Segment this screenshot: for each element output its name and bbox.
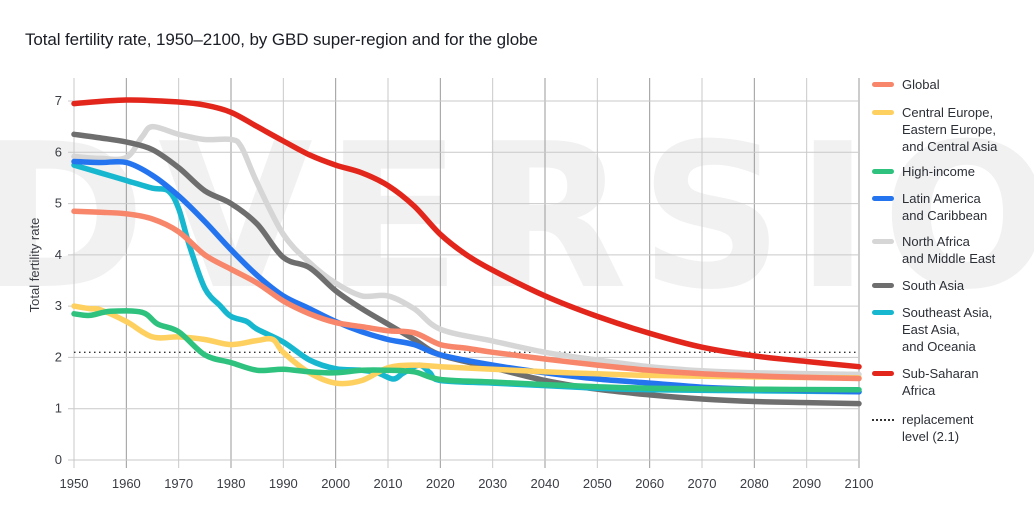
y-tick-label: 0 [55, 452, 62, 467]
legend-swatch [872, 169, 894, 174]
x-tick-label: 2090 [792, 476, 821, 491]
x-tick-label: 2050 [583, 476, 612, 491]
dotted-line-icon [872, 419, 894, 421]
legend-label: Southeast Asia, East Asia, and Oceania [902, 305, 993, 354]
x-tick-label: 2040 [531, 476, 560, 491]
y-tick-label: 6 [55, 144, 62, 159]
x-tick-label: 1960 [112, 476, 141, 491]
grid [68, 78, 860, 468]
x-tick-label: 1990 [269, 476, 298, 491]
y-tick-label: 5 [55, 196, 62, 211]
series-line-global [71, 208, 862, 382]
legend-label: Latin America and Caribbean [902, 191, 988, 223]
y-axis-title: Total fertility rate [27, 218, 42, 313]
x-tick-label: 1970 [164, 476, 193, 491]
chart-title: Total fertility rate, 1950–2100, by GBD … [25, 30, 538, 49]
x-tick-label: 2020 [426, 476, 455, 491]
legend-swatch [872, 239, 894, 244]
legend-swatch [872, 82, 894, 87]
y-tick-label: 7 [55, 93, 62, 108]
y-tick-label: 3 [55, 298, 62, 313]
legend: Global Central Europe, Eastern Europe, an… [872, 76, 1032, 452]
legend-item: South Asia [872, 277, 1032, 294]
legend-label: Global [902, 77, 940, 92]
legend-swatch [872, 110, 894, 115]
y-tick-label: 4 [55, 247, 62, 262]
legend-item: Global [872, 76, 1032, 93]
y-tick-labels: 0 1 2 3 4 5 6 7 [55, 93, 62, 467]
legend-label: South Asia [902, 278, 965, 293]
x-tick-label: 2000 [321, 476, 350, 491]
x-tick-label: 2100 [845, 476, 874, 491]
legend-swatch [872, 371, 894, 376]
legend-item: Central Europe, Eastern Europe, and Cent… [872, 104, 1032, 155]
x-tick-label: 1980 [217, 476, 246, 491]
legend-label: Sub-Saharan Africa [902, 366, 979, 398]
x-tick-label: 2060 [635, 476, 664, 491]
series-line-latin-america [71, 158, 862, 395]
y-tick-label: 2 [55, 349, 62, 364]
x-tick-labels: 1950 1960 1970 1980 1990 2000 2010 2020 2030 2040… [60, 476, 874, 491]
legend-label: High-income [902, 164, 975, 179]
legend-label: replacement level (2.1) [902, 412, 974, 444]
x-tick-label: 1950 [60, 476, 89, 491]
legend-label: Central Europe, Eastern Europe, and Cent… [902, 105, 998, 154]
legend-item: Sub-Saharan Africa [872, 365, 1032, 399]
x-tick-label: 2080 [740, 476, 769, 491]
series-line-north-africa [71, 123, 862, 378]
legend-swatch [872, 283, 894, 288]
legend-item: High-income [872, 163, 1032, 180]
legend-swatch [872, 310, 894, 315]
y-tick-label: 1 [55, 401, 62, 416]
series-line-sub-saharan [71, 97, 862, 370]
legend-item: Latin America and Caribbean [872, 190, 1032, 224]
x-tick-label: 2010 [374, 476, 403, 491]
series-line-south-asia [71, 131, 862, 407]
legend-item-replacement: replacement level (2.1) [872, 411, 1032, 445]
legend-label: North Africa and Middle East [902, 234, 996, 266]
legend-item: Southeast Asia, East Asia, and Oceania [872, 304, 1032, 355]
series-line-high-income [71, 308, 862, 393]
x-tick-label: 2070 [688, 476, 717, 491]
legend-item: North Africa and Middle East [872, 233, 1032, 267]
series-lines [71, 97, 862, 407]
x-tick-label: 2030 [478, 476, 507, 491]
legend-swatch [872, 196, 894, 201]
series-line-central-europe [71, 303, 862, 387]
